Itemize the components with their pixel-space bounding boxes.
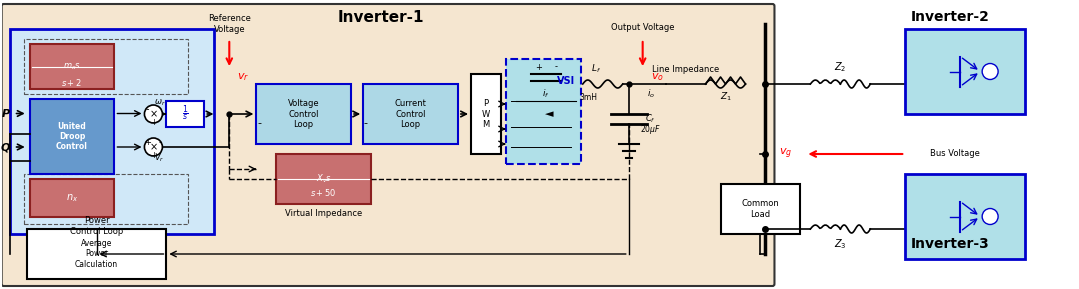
FancyBboxPatch shape xyxy=(721,184,801,234)
Circle shape xyxy=(982,208,998,225)
Text: $v_o$: $v_o$ xyxy=(651,71,665,83)
FancyBboxPatch shape xyxy=(905,174,1025,259)
Text: $\times$: $\times$ xyxy=(149,142,158,152)
Text: -: - xyxy=(257,118,261,128)
Text: $\frac{1}{s}$: $\frac{1}{s}$ xyxy=(182,104,189,124)
Text: $V_r$: $V_r$ xyxy=(154,152,165,164)
Text: Inverter-1: Inverter-1 xyxy=(338,10,424,25)
Text: ◄: ◄ xyxy=(545,109,554,119)
Text: $\omega_r$: $\omega_r$ xyxy=(153,98,165,108)
Text: +: + xyxy=(150,151,156,160)
FancyBboxPatch shape xyxy=(276,154,371,204)
Text: $m_x s$: $m_x s$ xyxy=(63,61,81,72)
FancyBboxPatch shape xyxy=(905,29,1025,114)
Text: $i_f$: $i_f$ xyxy=(542,88,549,100)
Text: P: P xyxy=(1,108,10,118)
Text: $L_f$: $L_f$ xyxy=(590,63,601,75)
Text: -: - xyxy=(364,118,367,128)
Text: 3mH: 3mH xyxy=(579,92,598,101)
Text: $v_r$: $v_r$ xyxy=(237,71,249,83)
Text: +: + xyxy=(535,62,543,71)
FancyBboxPatch shape xyxy=(29,99,114,174)
Text: $Z_3$: $Z_3$ xyxy=(834,237,847,251)
Text: $n_x$: $n_x$ xyxy=(66,192,78,204)
Text: Inverter-3: Inverter-3 xyxy=(911,237,989,251)
Text: Inverter-2: Inverter-2 xyxy=(911,10,989,24)
FancyBboxPatch shape xyxy=(470,74,501,154)
Circle shape xyxy=(145,105,163,123)
FancyBboxPatch shape xyxy=(10,29,215,234)
Text: Common
Load: Common Load xyxy=(741,199,779,219)
Text: $s+50$: $s+50$ xyxy=(311,186,337,197)
Text: Power
Control Loop: Power Control Loop xyxy=(70,216,123,236)
FancyBboxPatch shape xyxy=(29,44,114,89)
Text: VSI: VSI xyxy=(557,76,575,86)
Text: +: + xyxy=(150,118,156,127)
Text: United
Droop
Control: United Droop Control xyxy=(56,122,88,151)
FancyBboxPatch shape xyxy=(27,229,166,279)
Text: $20\mu F$: $20\mu F$ xyxy=(640,123,661,136)
Text: Output Voltage: Output Voltage xyxy=(611,23,674,32)
FancyBboxPatch shape xyxy=(364,84,457,144)
Text: Q: Q xyxy=(1,142,11,152)
Text: $i_o$: $i_o$ xyxy=(646,88,655,100)
Text: $s+2$: $s+2$ xyxy=(62,77,83,88)
Text: Virtual Impedance: Virtual Impedance xyxy=(285,210,363,218)
Text: $C_f$: $C_f$ xyxy=(645,113,656,125)
Text: Bus Voltage: Bus Voltage xyxy=(930,149,980,158)
FancyBboxPatch shape xyxy=(256,84,351,144)
Text: -: - xyxy=(146,104,149,114)
Text: +: + xyxy=(144,138,151,147)
Text: -: - xyxy=(555,62,557,71)
FancyBboxPatch shape xyxy=(166,101,204,127)
Text: $\times$: $\times$ xyxy=(149,109,158,119)
Text: Current
Control
Loop: Current Control Loop xyxy=(395,99,426,129)
Text: $Z_2$: $Z_2$ xyxy=(834,60,847,74)
Text: Voltage
Control
Loop: Voltage Control Loop xyxy=(288,99,319,129)
Text: Reference
Voltage: Reference Voltage xyxy=(208,14,250,34)
Text: P
W
M: P W M xyxy=(482,99,490,129)
Text: Average
Power
Calculation: Average Power Calculation xyxy=(74,239,118,269)
Text: $X_v s$: $X_v s$ xyxy=(316,173,331,185)
Text: -: - xyxy=(159,137,162,147)
FancyBboxPatch shape xyxy=(2,4,775,286)
Circle shape xyxy=(145,138,163,156)
Text: Line Impedance: Line Impedance xyxy=(652,64,720,73)
FancyBboxPatch shape xyxy=(29,179,114,217)
Circle shape xyxy=(982,64,998,79)
Text: $Z_1$: $Z_1$ xyxy=(720,91,732,103)
Text: $v_g$: $v_g$ xyxy=(779,147,792,161)
FancyBboxPatch shape xyxy=(506,59,581,164)
